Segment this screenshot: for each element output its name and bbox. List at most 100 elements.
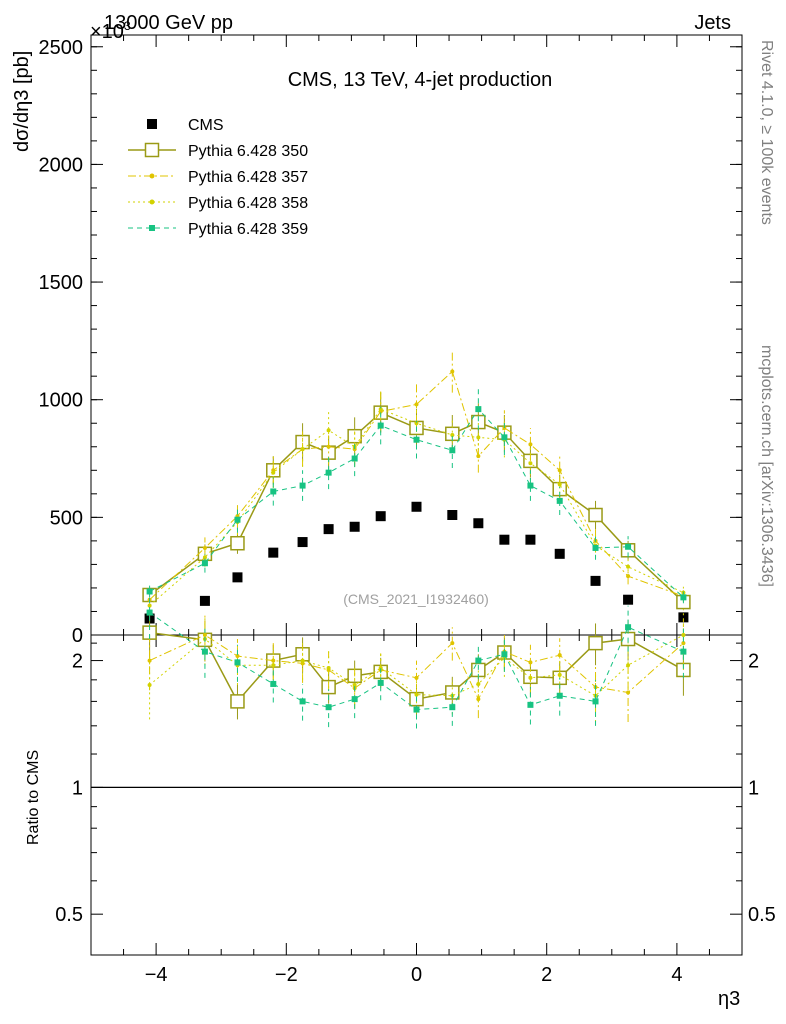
series-4-point [475, 406, 482, 413]
series-0-point [554, 548, 565, 559]
legend: CMS Pythia 6.428 350 Pythia 6.428 357 Pythi… [128, 117, 308, 238]
legend-label: Pythia 6.428 358 [188, 195, 308, 212]
series-0-point [499, 534, 510, 545]
series-0-point [678, 612, 689, 623]
series-0-point [323, 524, 334, 535]
ratio-series-2-point [681, 641, 686, 646]
series-4-point [234, 516, 241, 523]
series-2-point [528, 442, 533, 447]
ratio-series-4-point [556, 692, 563, 699]
series-0-point [525, 534, 536, 545]
ratio-series-3-point [557, 672, 562, 677]
ratio-series-3-point [271, 663, 276, 668]
series-0-point [297, 537, 308, 548]
y-tick-label: 500 [50, 507, 83, 529]
ratio-series-3-point [528, 675, 533, 680]
series-0-point [199, 595, 210, 606]
ratio-series-3-line [149, 634, 684, 697]
ratio-series-3-point [414, 692, 419, 697]
y-tick-label: 2000 [39, 154, 84, 176]
series-3-point [326, 428, 331, 433]
ratio-series-4-point [234, 659, 241, 666]
ratio-y-tick-label-right: 2 [748, 651, 759, 673]
y-tick-label: 0 [72, 625, 83, 647]
series-4-point [299, 482, 306, 489]
series-2-point [202, 545, 207, 550]
series-2-point [476, 454, 481, 459]
series-4-point [413, 436, 420, 443]
ratio-y-tick-label: 2 [72, 651, 83, 673]
ratio-series-3-point [352, 682, 357, 687]
y-tick-label: 2500 [39, 37, 84, 59]
ratio-series-4-point [475, 657, 482, 664]
series-4-point [377, 422, 384, 429]
x-tick-label: −2 [275, 964, 298, 986]
ratio-series-3-point [476, 681, 481, 686]
legend-label: Pythia 6.428 359 [188, 221, 308, 238]
ratio-series-3-point [626, 663, 631, 668]
ratio-series-4-point [592, 698, 599, 705]
main-axes: 0 500 1000 1500 2000 2500 [39, 37, 742, 647]
ratio-series-4-point [680, 648, 687, 655]
ratio-series-4-point [270, 680, 277, 687]
series-3-point [414, 421, 419, 426]
rivet-label: Rivet 4.1.0, ≥ 100k events [758, 40, 775, 225]
ratio-series-4-point [377, 679, 384, 686]
energy-label: 13000 GeV pp [104, 12, 233, 34]
series-4-line [149, 408, 684, 598]
series-4-point [527, 482, 534, 489]
legend-marker [149, 225, 155, 231]
ratio-series-4-point [299, 698, 306, 705]
series-3-point [476, 435, 481, 440]
legend-marker [144, 142, 160, 158]
legend-label: Pythia 6.428 350 [188, 143, 308, 160]
series-3-point [557, 482, 562, 487]
x-tick-label: −4 [145, 964, 168, 986]
series-3-point [300, 447, 305, 452]
series-4-point [501, 434, 508, 441]
ratio-y-tick-label: 0.5 [55, 904, 83, 926]
y-tick-label: 1000 [39, 390, 84, 412]
svg-text:dσ/dη3 [pb]: dσ/dη3 [pb] [11, 51, 33, 152]
category-label: Jets [694, 12, 731, 34]
series-0-point [268, 547, 279, 558]
ratio-y-tick-label-right: 0.5 [748, 904, 776, 926]
x-axis-label: η3 [718, 988, 740, 1010]
main-ylabel: dσ/dη3 [pb] [11, 51, 33, 152]
ratio-series-3-point [326, 666, 331, 671]
y-tick-label: 1500 [39, 272, 84, 294]
ratio-series-4-point [625, 624, 632, 631]
ratio-series-4-point [413, 706, 420, 713]
x-tick-label: 2 [541, 964, 552, 986]
series-2-line [149, 370, 684, 601]
series-3-point [271, 470, 276, 475]
ratio-series-4-point [449, 704, 456, 711]
series-4-point [592, 544, 599, 551]
series-4-point [449, 447, 456, 454]
series-3-point [378, 407, 383, 412]
series-3-point [202, 555, 207, 560]
ratio-series-3-point [147, 682, 152, 687]
series-4-point [325, 469, 332, 476]
mcplots-label: mcplots.cern.ch [arXiv:1306.3436] [758, 345, 775, 587]
ratio-series-3-point [300, 658, 305, 663]
series-0-point [590, 575, 601, 586]
series-0-point [411, 501, 422, 512]
watermark: (CMS_2021_I1932460) [343, 591, 489, 607]
series-4-point [625, 543, 632, 550]
ratio-series-4-point [146, 609, 153, 616]
series-2-point [557, 468, 562, 473]
series-2-point [450, 369, 455, 374]
x-tick-label: 0 [411, 964, 422, 986]
ratio-series-2-point [235, 654, 240, 659]
legend-label: Pythia 6.428 357 [188, 169, 308, 186]
series-0-point [375, 511, 386, 522]
exponent-label: ×103 [90, 19, 131, 43]
ratio-series-4-point [325, 704, 332, 711]
series-2-point [326, 444, 331, 449]
series-3-point [528, 461, 533, 466]
series-1-point [588, 507, 603, 523]
ratio-series-4-point [201, 648, 208, 655]
series-0-point [473, 518, 484, 529]
